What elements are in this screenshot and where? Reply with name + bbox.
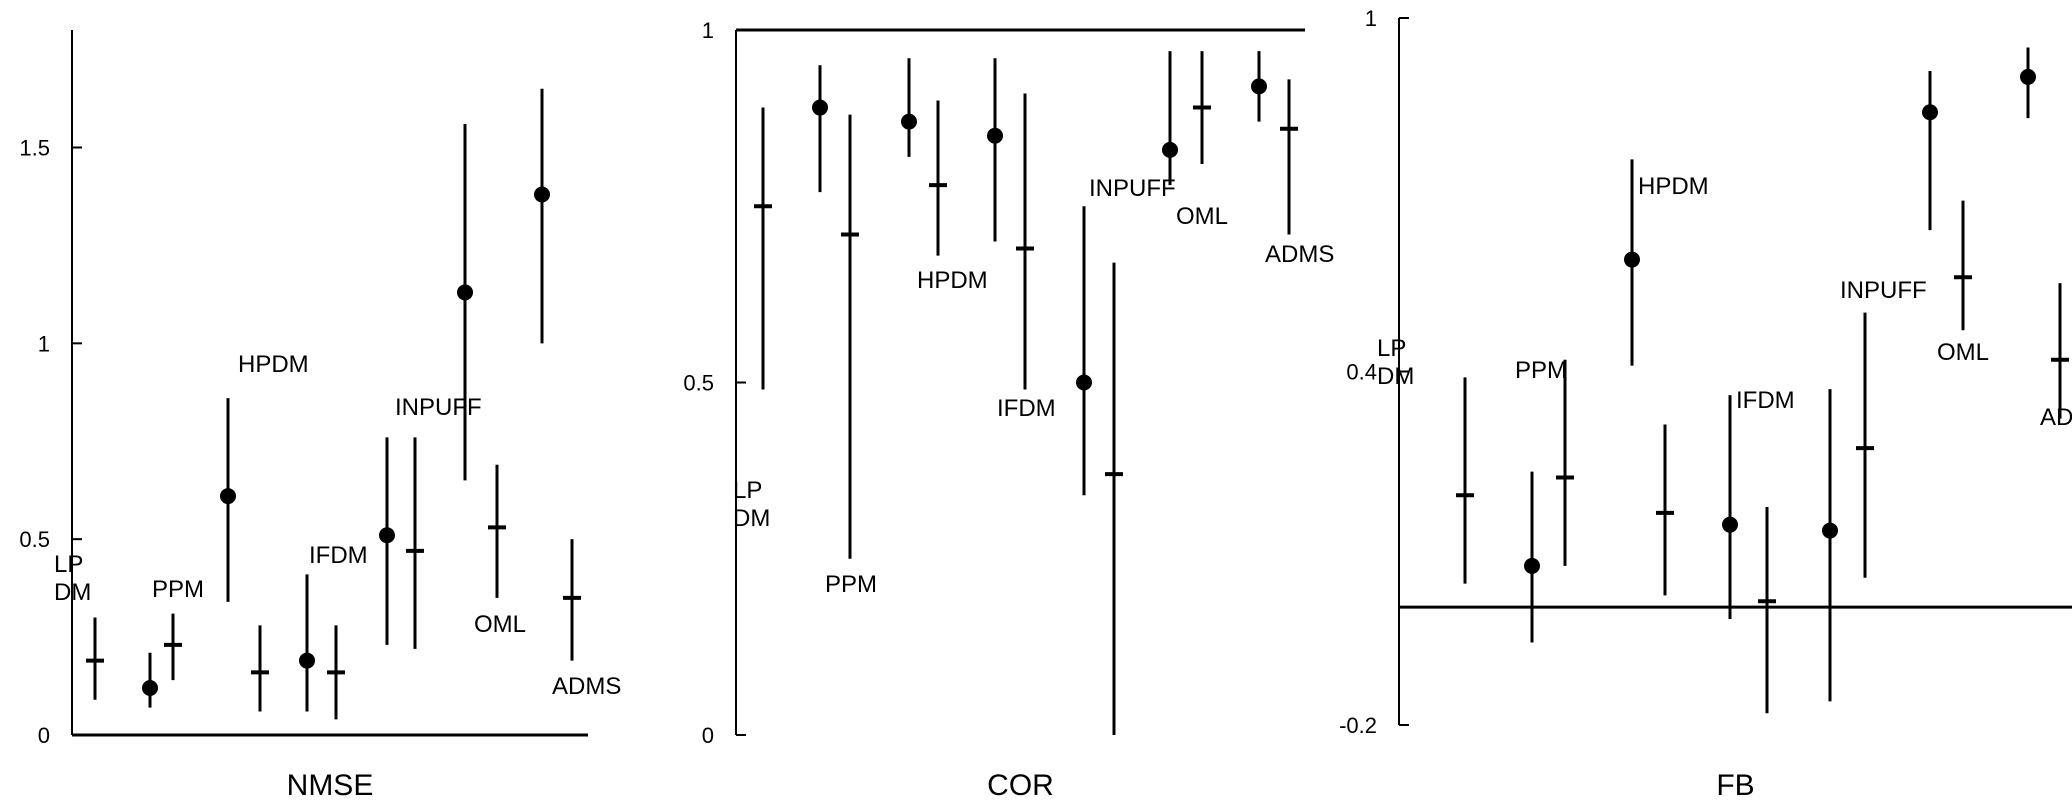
panel-cor-ifdm-label: IFDM: [997, 395, 1056, 422]
panel-cor-x-axis-label: COR: [987, 769, 1054, 802]
panel-nmse-hpdm-dot-point: [220, 488, 236, 505]
panel-nmse-y-tick-label: 0.5: [19, 527, 50, 552]
panel-cor-ppm-label: PPM: [825, 571, 877, 598]
panel-nmse-lpdm-label: DM: [54, 579, 91, 606]
panel-fb-oml-label: OML: [1937, 339, 1989, 366]
panel-fb-ppm-label: PPM: [1515, 357, 1567, 384]
panel-fb-inpuff-dot-point: [1822, 522, 1838, 539]
panel-fb-lpdm-label: DM: [1377, 363, 1414, 390]
panel-nmse-adms-label: ADMS: [552, 673, 621, 700]
panel-fb-lpdm-label: LP: [1377, 335, 1406, 362]
panel-fb-y-tick-label: 1: [1365, 6, 1377, 31]
panel-nmse-y-tick-label: 1.5: [19, 136, 50, 161]
panel-fb-hpdm-dot-point: [1624, 251, 1640, 268]
panel-cor-ifdm-dot-point: [987, 127, 1003, 144]
panel-nmse-ifdm-dot-point: [299, 652, 315, 669]
panel-cor-hpdm-dot-point: [901, 113, 917, 130]
panel-cor-y-tick-label: 0: [702, 723, 714, 748]
panel-nmse-oml-label: OML: [474, 611, 526, 638]
panel-cor-ppm-dot-point: [812, 99, 828, 116]
panel-fb-oml-dot-point: [1922, 104, 1938, 121]
panel-nmse-hpdm-label: HPDM: [238, 351, 309, 378]
panel-nmse-lpdm-label: LP: [54, 551, 83, 578]
panel-fb-x-axis-label: FB: [1716, 769, 1754, 802]
panel-fb-adms-label: ADMS: [2040, 404, 2072, 431]
panel-nmse-ppm-dot-point: [142, 680, 158, 696]
panel-fb-adms-dot-point: [2020, 68, 2036, 85]
panel-cor-adms-dot-point: [1251, 78, 1267, 95]
panel-fb-ifdm-label: IFDM: [1736, 387, 1795, 414]
panel-cor-oml-label: OML: [1176, 203, 1228, 230]
panel-fb-inpuff-label: INPUFF: [1840, 277, 1927, 304]
panel-cor-y-tick-label: 0.5: [683, 371, 714, 396]
panel-nmse-oml-dot-point: [457, 284, 473, 301]
panel-nmse-ppm-label: PPM: [152, 576, 204, 603]
panel-fb-hpdm-label: HPDM: [1638, 173, 1709, 200]
panel-cor-inpuff-label: INPUFF: [1089, 175, 1176, 202]
panel-fb-ppm-dot-point: [1524, 557, 1540, 574]
panel-fb-ifdm-dot-point: [1722, 516, 1738, 533]
panel-fb-y-tick-label: 0.4: [1346, 360, 1377, 385]
panel-nmse-ifdm-label: IFDM: [309, 542, 368, 569]
panel-cor-y-tick-label: 1: [702, 18, 714, 43]
panel-cor-adms-label: ADMS: [1265, 241, 1334, 268]
panel-cor-hpdm-label: HPDM: [917, 267, 988, 294]
panel-nmse-y-tick-label: 1: [38, 331, 50, 356]
panel-nmse-x-axis-label: NMSE: [287, 769, 374, 802]
panel-nmse-adms-dot-point: [534, 186, 550, 203]
panel-nmse-y-tick-label: 0: [38, 723, 50, 748]
panel-cor-inpuff-dot-point: [1076, 374, 1092, 391]
panel-cor-lpdm-label: DM: [733, 505, 770, 532]
panel-fb-y-tick-label: -0.2: [1339, 713, 1377, 738]
panel-cor-lpdm-label: LP: [733, 477, 762, 504]
panel-cor-oml-dot-point: [1162, 141, 1178, 158]
panel-nmse-inpuff-dot-point: [379, 527, 395, 544]
panel-nmse-inpuff-label: INPUFF: [395, 394, 482, 421]
